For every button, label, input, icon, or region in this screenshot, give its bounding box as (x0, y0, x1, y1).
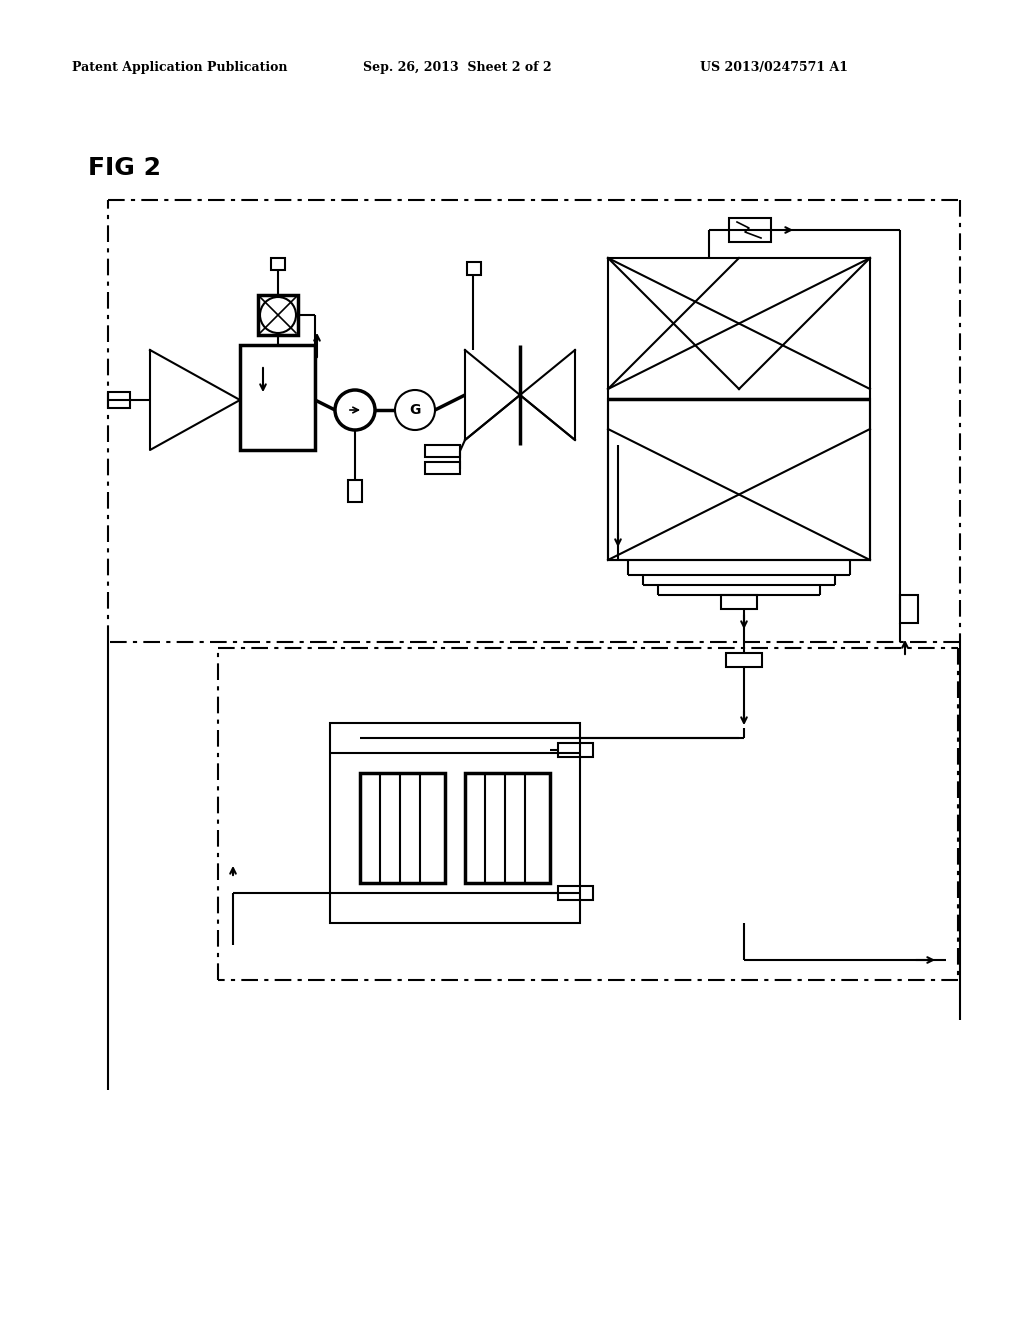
Bar (360, 774, 445, 883)
Text: Patent Application Publication: Patent Application Publication (72, 62, 288, 74)
Bar (726, 653, 762, 667)
Bar (425, 462, 460, 474)
Bar (330, 723, 580, 923)
Text: US 2013/0247571 A1: US 2013/0247571 A1 (700, 62, 848, 74)
Bar (348, 480, 362, 502)
Bar (271, 257, 285, 271)
Text: Sep. 26, 2013  Sheet 2 of 2: Sep. 26, 2013 Sheet 2 of 2 (362, 62, 552, 74)
Text: G: G (410, 403, 421, 417)
Text: FIG 2: FIG 2 (88, 156, 161, 180)
Bar (425, 445, 460, 457)
Bar (900, 595, 918, 623)
Bar (258, 294, 298, 335)
Bar (467, 261, 481, 275)
Bar (108, 392, 130, 408)
Bar (558, 886, 593, 900)
Bar (721, 595, 757, 609)
Bar (240, 345, 315, 450)
Bar (608, 399, 870, 560)
Bar (465, 774, 550, 883)
Bar (608, 257, 870, 560)
Bar (558, 743, 593, 756)
Bar (729, 218, 771, 242)
